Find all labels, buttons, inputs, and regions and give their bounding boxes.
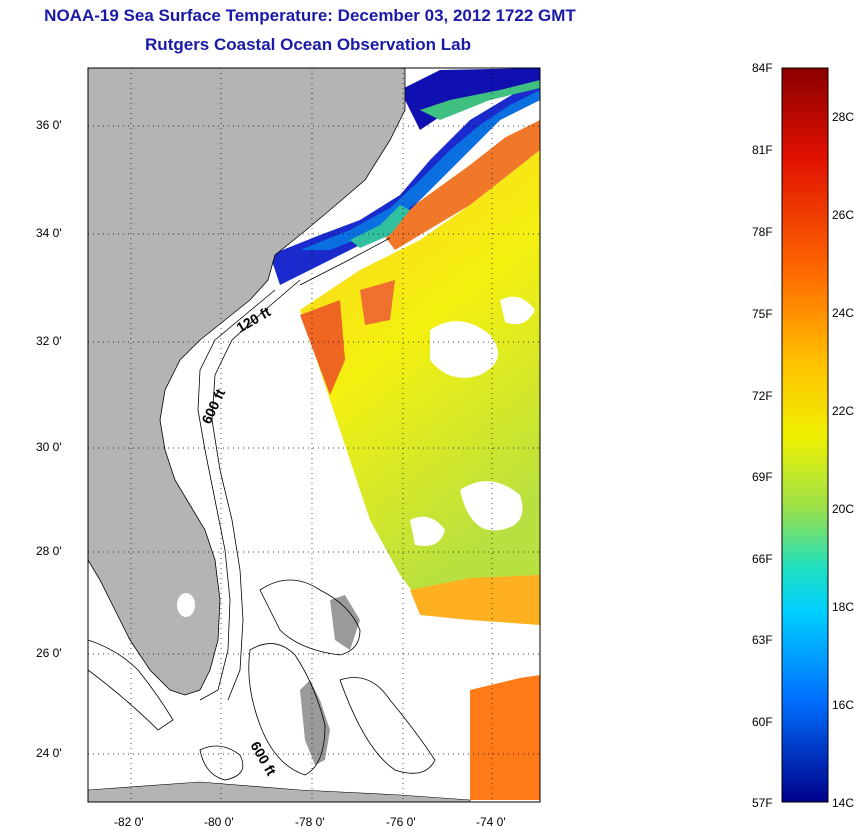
map-frame	[87, 67, 541, 803]
lon-label: -80 0'	[204, 815, 234, 829]
lon-label: -78 0'	[295, 815, 325, 829]
colorbar-c-label: 14C	[832, 796, 855, 810]
colorbar-c-label: 26C	[832, 208, 855, 222]
graticule	[88, 68, 540, 802]
colorbar	[781, 67, 829, 803]
lon-label: -74 0'	[476, 815, 506, 829]
colorbar-f-label: 66F	[752, 552, 773, 566]
lat-label: 28 0'	[36, 544, 62, 558]
colorbar-f-label: 60F	[752, 715, 773, 729]
colorbar-c-label: 18C	[832, 600, 855, 614]
lat-label: 32 0'	[36, 334, 62, 348]
map-title: NOAA-19 Sea Surface Temperature: Decembe…	[44, 6, 576, 25]
colorbar-c-label: 28C	[832, 110, 855, 124]
colorbar-f-label: 69F	[752, 470, 773, 484]
colorbar-f-label: 78F	[752, 225, 773, 239]
lat-label: 26 0'	[36, 646, 62, 660]
colorbar-f-label: 84F	[752, 61, 773, 75]
colorbar-c-label: 22C	[832, 404, 855, 418]
colorbar-f-label: 63F	[752, 633, 773, 647]
colorbar-c-label: 24C	[832, 306, 855, 320]
colorbar-c-label: 16C	[832, 698, 855, 712]
bathymetry-contours	[88, 237, 436, 781]
colorbar-f-label: 57F	[752, 796, 773, 810]
lat-label: 24 0'	[36, 746, 62, 760]
colorbar-f-label: 72F	[752, 389, 773, 403]
colorbar-f-label: 75F	[752, 307, 773, 321]
colorbar-f-label: 81F	[752, 143, 773, 157]
land	[88, 68, 471, 802]
lon-label: -76 0'	[386, 815, 416, 829]
lat-label: 34 0'	[36, 226, 62, 240]
colorbar-c-label: 20C	[832, 502, 855, 516]
lon-label: -82 0'	[114, 815, 144, 829]
map-subtitle: Rutgers Coastal Ocean Observation Lab	[145, 35, 471, 54]
lat-label: 36 0'	[36, 118, 62, 132]
coastal-cold-water	[270, 68, 540, 285]
lat-label: 30 0'	[36, 440, 62, 454]
